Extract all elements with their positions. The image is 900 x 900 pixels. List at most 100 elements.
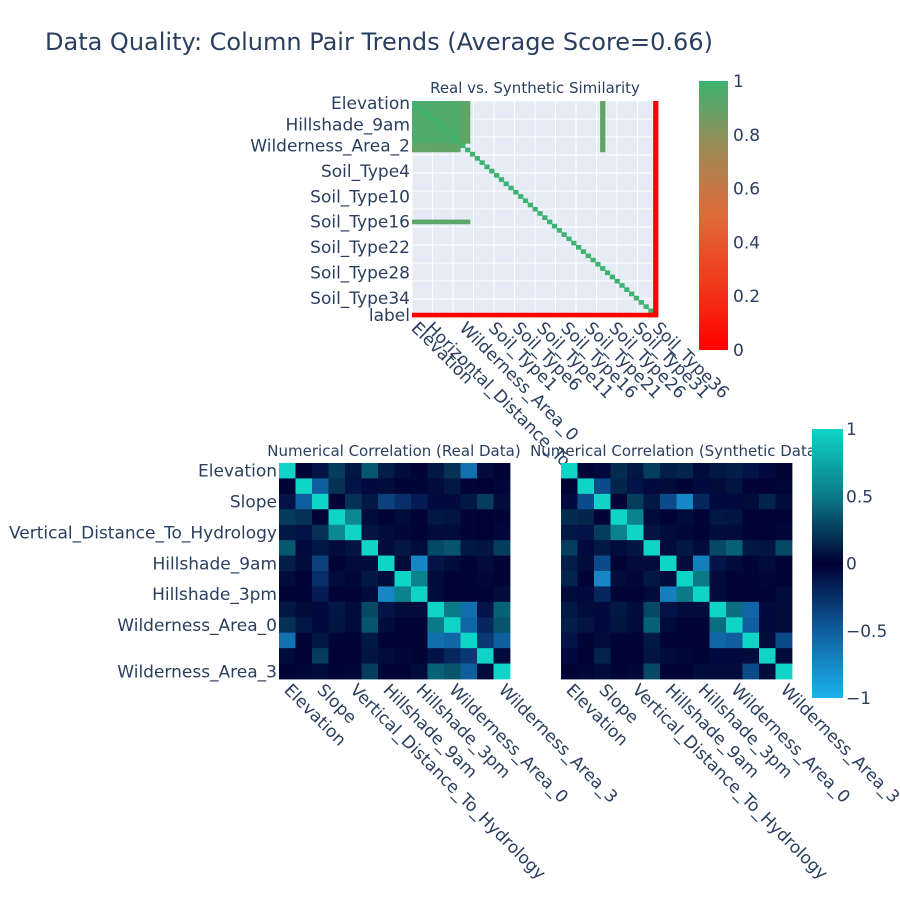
syn-corr-cell xyxy=(759,632,776,649)
similarity-cell xyxy=(465,312,471,318)
similarity-cell xyxy=(426,101,432,106)
syn-corr-cell xyxy=(577,601,595,618)
similarity-cell xyxy=(465,126,471,132)
syn-corr-cell xyxy=(726,555,743,572)
similarity-cell xyxy=(653,219,659,225)
figure-title: Data Quality: Column Pair Trends (Averag… xyxy=(45,28,713,56)
similarity-cell xyxy=(653,151,659,157)
real-corr-cell xyxy=(427,617,445,634)
similarity-cell xyxy=(450,134,456,140)
similarity-cell xyxy=(436,117,442,123)
real-corr-cell xyxy=(444,617,461,634)
similarity-cell xyxy=(542,312,548,318)
similarity-cell xyxy=(412,101,418,106)
syn-corr-cell xyxy=(726,648,743,664)
syn-corr-cell xyxy=(627,509,644,526)
syn-corr-cell xyxy=(594,617,611,634)
similarity-cell xyxy=(653,202,659,208)
similarity-cell xyxy=(445,143,451,148)
real-corr-cell xyxy=(477,663,494,680)
real-corr-cell xyxy=(427,571,445,587)
syn-corr-cell xyxy=(759,663,776,680)
syn-corr-cell xyxy=(660,617,677,634)
similarity-cell xyxy=(460,122,466,127)
real-corr-cell xyxy=(279,663,296,680)
real-corr-cell xyxy=(279,648,296,664)
similarity-cell xyxy=(460,139,466,144)
syn-corr-cell xyxy=(627,493,644,510)
real-corr-cell xyxy=(394,632,412,649)
similarity-cell xyxy=(653,236,659,242)
similarity-cell xyxy=(450,105,456,110)
syn-corr-cell xyxy=(742,463,760,479)
similarity-cell xyxy=(653,105,659,110)
similarity-cell xyxy=(460,105,466,110)
real-corr-cell xyxy=(427,648,445,664)
similarity-cell xyxy=(600,312,606,318)
real-corr-cell xyxy=(361,493,379,510)
similarity-cell xyxy=(513,189,519,195)
similarity-y-tick: label xyxy=(369,306,410,326)
syn-corr-cell xyxy=(775,555,793,572)
similarity-cell xyxy=(426,105,432,110)
syn-corr-cell xyxy=(610,632,628,649)
syn-corr-cell xyxy=(577,463,595,479)
similarity-colorbar-tick: 1 xyxy=(733,72,744,92)
similarity-cell xyxy=(580,249,587,254)
syn-corr-cell xyxy=(709,571,727,587)
similarity-cell xyxy=(600,130,606,136)
similarity-cell xyxy=(604,270,611,276)
similarity-cell xyxy=(455,117,461,123)
real-corr-y-ticks: Elevation Slope Vertical_Distance_To_Hydro… xyxy=(9,462,277,683)
similarity-cell xyxy=(436,219,442,225)
real-corr-cell xyxy=(345,632,362,649)
similarity-cell xyxy=(571,312,577,318)
real-corr-cell xyxy=(328,571,346,587)
similarity-cell xyxy=(600,117,606,123)
similarity-cell xyxy=(527,202,533,208)
similarity-cell xyxy=(624,287,630,292)
real-corr-cell xyxy=(477,632,494,649)
syn-corr-cell xyxy=(643,632,661,649)
syn-corr-cell xyxy=(709,601,727,618)
similarity-cell xyxy=(426,122,432,127)
similarity-cell xyxy=(653,274,659,280)
syn-corr-cell xyxy=(742,509,760,526)
similarity-cell xyxy=(653,228,659,233)
syn-corr-cell xyxy=(627,632,644,649)
similarity-cell xyxy=(421,109,427,115)
real-corr-cell xyxy=(444,509,461,526)
real-corr-cell xyxy=(444,601,461,618)
similarity-cell xyxy=(465,122,471,127)
real-corr-y-tick: Slope xyxy=(230,493,277,513)
syn-corr-cell xyxy=(742,571,760,587)
similarity-cell xyxy=(508,185,514,191)
syn-corr-cell xyxy=(627,555,644,572)
real-corr-cell xyxy=(378,540,395,556)
real-corr-cell xyxy=(345,540,362,556)
syn-corr-cell xyxy=(577,617,595,634)
syn-corr-cell xyxy=(643,617,661,634)
similarity-cell xyxy=(484,312,490,318)
real-corr-cell xyxy=(477,555,494,572)
similarity-cell xyxy=(585,253,591,259)
similarity-cell xyxy=(445,312,451,318)
syn-corr-cell xyxy=(643,586,661,603)
similarity-cell xyxy=(532,206,538,212)
syn-corr-cell xyxy=(676,509,694,526)
similarity-cell xyxy=(465,101,471,106)
similarity-cell xyxy=(421,105,427,110)
real-corr-title: Numerical Correlation (Real Data) xyxy=(267,442,520,460)
real-corr-cell xyxy=(328,601,346,618)
syn-corr-cell xyxy=(726,586,743,603)
real-corr-cell xyxy=(295,648,313,664)
syn-corr-cell xyxy=(775,571,793,587)
similarity-cell xyxy=(653,304,659,309)
similarity-cell xyxy=(465,109,471,115)
similarity-cell xyxy=(460,113,466,119)
real-corr-cell xyxy=(312,493,329,510)
similarity-cell xyxy=(455,134,461,140)
similarity-cell xyxy=(571,240,577,246)
syn-corr-cell xyxy=(660,648,677,664)
real-corr-cell xyxy=(279,617,296,634)
